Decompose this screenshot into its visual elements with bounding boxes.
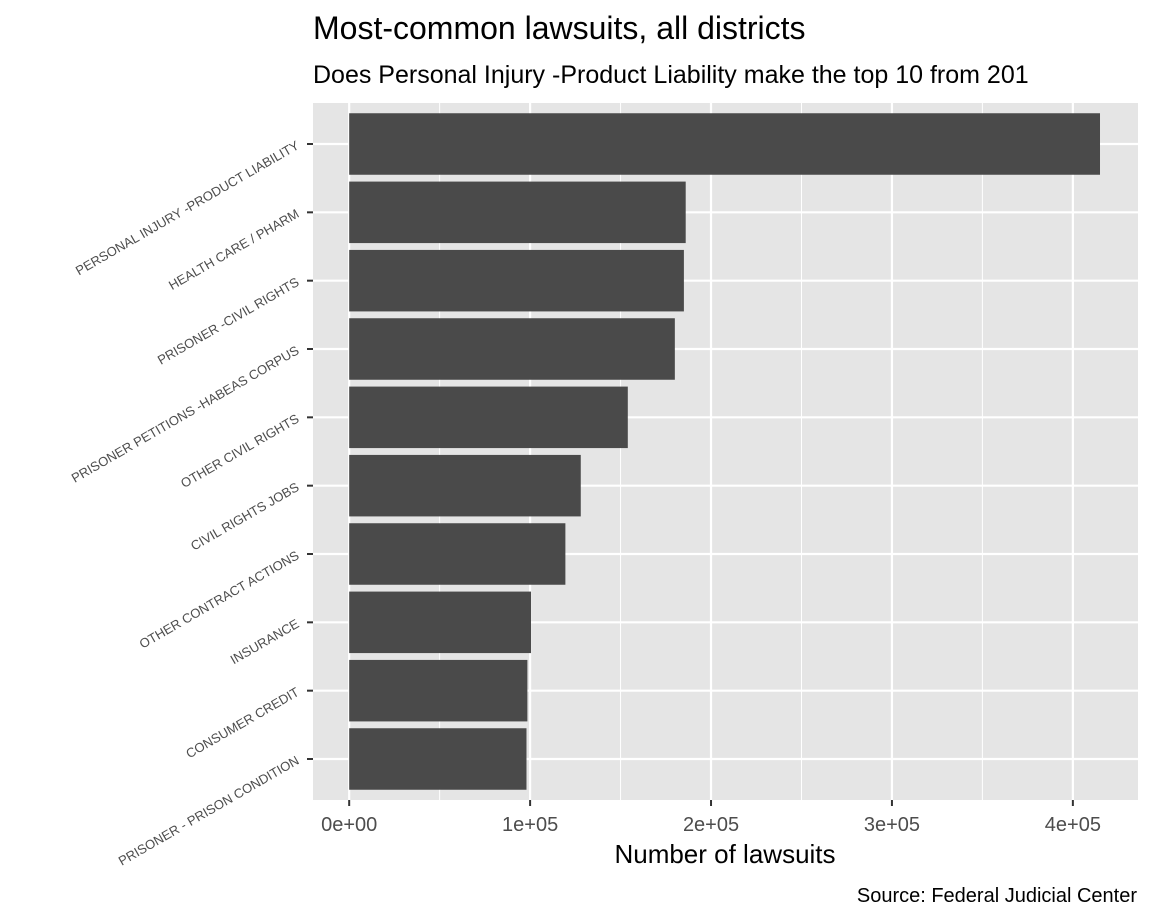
x-tick-label: 3e+05	[864, 814, 920, 836]
y-axis: PERSONAL INJURY -PRODUCT LIABILITYHEALTH…	[69, 137, 313, 869]
x-tick-label: 0e+00	[321, 814, 377, 836]
y-tick-label: OTHER CIVIL RIGHTS	[178, 411, 302, 491]
plot-panel	[313, 103, 1138, 800]
y-tick-label: CONSUMER CREDIT	[183, 684, 301, 761]
bars	[349, 113, 1101, 790]
chart-caption: Source: Federal Judicial Center	[857, 885, 1137, 907]
bar-2	[349, 181, 686, 244]
y-tick-label: INSURANCE	[228, 616, 302, 667]
y-tick-label: HEALTH CARE / PHARM	[166, 206, 302, 293]
bar-1	[349, 113, 1101, 175]
x-tick-label: 2e+05	[683, 814, 739, 836]
x-tick-label: 1e+05	[502, 814, 558, 836]
bar-8	[349, 591, 532, 654]
chart-subtitle: Does Personal Injury -Product Liability …	[313, 61, 1029, 89]
y-tick-label: PRISONER - PRISON CONDITION	[116, 753, 302, 869]
bar-3	[349, 249, 684, 312]
y-tick-label: CIVIL RIGHTS JOBS	[188, 479, 302, 553]
y-tick-label: PRISONER PETITIONS -HABEAS CORPUS	[69, 342, 302, 485]
bar-5	[349, 386, 628, 449]
bar-6	[349, 454, 581, 517]
x-tick-label: 4e+05	[1045, 814, 1101, 836]
bar-9	[349, 659, 528, 722]
bar-7	[349, 523, 566, 585]
x-axis: 0e+00 1e+05 2e+05 3e+05 4e+05	[321, 800, 1101, 836]
y-tick-label: PERSONAL INJURY -PRODUCT LIABILITY	[73, 137, 302, 278]
x-axis-title: Number of lawsuits	[614, 839, 835, 869]
bar-4	[349, 318, 675, 380]
bar-10	[349, 728, 527, 790]
chart-title: Most-common lawsuits, all districts	[313, 10, 806, 46]
